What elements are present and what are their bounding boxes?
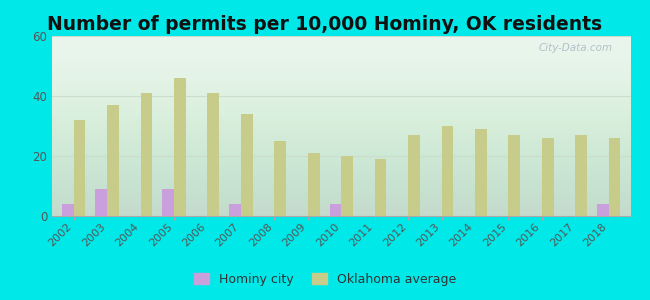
Bar xyxy=(341,156,353,216)
Bar xyxy=(475,129,487,216)
Bar xyxy=(73,120,85,216)
Bar xyxy=(508,135,520,216)
Bar xyxy=(542,138,554,216)
Bar xyxy=(308,153,320,216)
Bar xyxy=(96,189,107,216)
Bar xyxy=(229,204,241,216)
Bar xyxy=(274,141,286,216)
Bar xyxy=(241,114,253,216)
Bar xyxy=(162,189,174,216)
Bar xyxy=(62,204,73,216)
Text: Number of permits per 10,000 Hominy, OK residents: Number of permits per 10,000 Hominy, OK … xyxy=(47,15,603,34)
Bar xyxy=(174,78,186,216)
Bar xyxy=(107,105,119,216)
Bar xyxy=(140,93,152,216)
Bar xyxy=(408,135,420,216)
Bar xyxy=(609,138,621,216)
Legend: Hominy city, Oklahoma average: Hominy city, Oklahoma average xyxy=(188,268,462,291)
Text: City-Data.com: City-Data.com xyxy=(539,43,613,53)
Bar xyxy=(330,204,341,216)
Bar xyxy=(597,204,609,216)
Bar xyxy=(575,135,587,216)
Bar xyxy=(207,93,219,216)
Bar xyxy=(441,126,453,216)
Bar xyxy=(374,159,386,216)
